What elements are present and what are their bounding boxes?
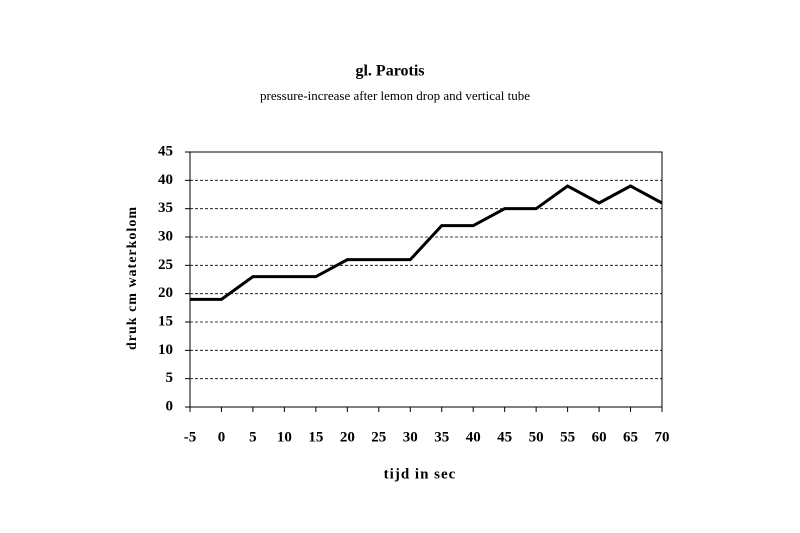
x-tick-label: 55 bbox=[560, 429, 575, 445]
y-tick-label: 30 bbox=[158, 228, 173, 244]
chart-title: gl. Parotis bbox=[355, 63, 424, 80]
x-tick-label: 50 bbox=[529, 429, 544, 445]
y-tick-label: 40 bbox=[158, 172, 173, 188]
x-tick-label: 0 bbox=[218, 429, 226, 445]
x-tick-label: 60 bbox=[592, 429, 607, 445]
y-tick-label: 20 bbox=[158, 285, 173, 301]
y-tick-label: 5 bbox=[166, 370, 174, 386]
x-tick-label: 70 bbox=[655, 429, 670, 445]
y-tick-label: 15 bbox=[158, 313, 173, 329]
x-axis-label: tijd in sec bbox=[384, 466, 457, 482]
y-tick-label: 25 bbox=[158, 257, 173, 273]
x-tick-label: 15 bbox=[308, 429, 323, 445]
chart-subtitle: pressure-increase after lemon drop and v… bbox=[260, 88, 530, 103]
plot-area bbox=[189, 151, 663, 408]
y-axis-label: druk cm waterkolom bbox=[125, 206, 140, 350]
y-tick-label: 45 bbox=[158, 143, 173, 159]
x-tick-label: 45 bbox=[497, 429, 512, 445]
data-line bbox=[190, 184, 663, 301]
y-tick-label: 35 bbox=[158, 200, 173, 216]
y-tick-label: 10 bbox=[158, 342, 173, 358]
x-tick-label: 10 bbox=[277, 429, 292, 445]
x-tick-label: 30 bbox=[403, 429, 418, 445]
x-tick-label: 40 bbox=[466, 429, 481, 445]
x-tick-label: 20 bbox=[340, 429, 355, 445]
x-tick-label: 35 bbox=[434, 429, 449, 445]
x-tick-label: 65 bbox=[623, 429, 638, 445]
x-tick-label: 5 bbox=[249, 429, 257, 445]
x-tick-label: -5 bbox=[184, 429, 197, 445]
y-tick-label: 0 bbox=[166, 398, 174, 414]
x-tick-label: 25 bbox=[371, 429, 386, 445]
